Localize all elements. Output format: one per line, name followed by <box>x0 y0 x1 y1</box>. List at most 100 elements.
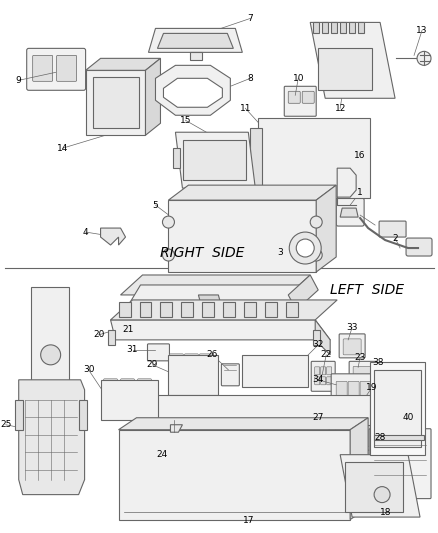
FancyBboxPatch shape <box>328 399 346 408</box>
FancyBboxPatch shape <box>57 55 77 82</box>
Text: 33: 33 <box>346 323 358 332</box>
FancyBboxPatch shape <box>359 416 370 446</box>
Text: 9: 9 <box>16 76 21 85</box>
FancyBboxPatch shape <box>331 374 377 408</box>
FancyBboxPatch shape <box>339 334 365 358</box>
Text: 28: 28 <box>374 433 386 442</box>
Polygon shape <box>19 380 85 495</box>
Polygon shape <box>313 22 319 34</box>
Polygon shape <box>170 425 183 432</box>
Polygon shape <box>85 70 145 135</box>
Polygon shape <box>169 355 219 395</box>
FancyBboxPatch shape <box>321 367 326 375</box>
FancyBboxPatch shape <box>402 374 410 385</box>
Circle shape <box>310 249 322 261</box>
FancyBboxPatch shape <box>264 161 292 177</box>
Polygon shape <box>198 295 223 310</box>
Polygon shape <box>181 302 194 318</box>
FancyBboxPatch shape <box>148 344 170 361</box>
FancyBboxPatch shape <box>285 399 303 408</box>
Text: 16: 16 <box>354 151 366 160</box>
Polygon shape <box>349 22 355 34</box>
Text: RIGHT  SIDE: RIGHT SIDE <box>160 246 245 260</box>
FancyBboxPatch shape <box>360 381 371 401</box>
FancyBboxPatch shape <box>330 143 358 159</box>
FancyBboxPatch shape <box>371 416 382 446</box>
FancyBboxPatch shape <box>181 456 198 476</box>
FancyBboxPatch shape <box>381 369 415 389</box>
FancyBboxPatch shape <box>177 449 201 477</box>
Text: 14: 14 <box>57 144 68 152</box>
FancyBboxPatch shape <box>241 399 259 408</box>
FancyBboxPatch shape <box>264 179 292 195</box>
FancyBboxPatch shape <box>311 361 335 391</box>
FancyBboxPatch shape <box>335 416 346 446</box>
FancyBboxPatch shape <box>297 161 325 177</box>
Polygon shape <box>155 66 230 115</box>
Text: 11: 11 <box>240 104 251 113</box>
FancyBboxPatch shape <box>348 381 359 401</box>
FancyBboxPatch shape <box>254 369 262 379</box>
FancyBboxPatch shape <box>353 366 373 382</box>
Polygon shape <box>374 370 421 447</box>
FancyBboxPatch shape <box>184 354 198 364</box>
FancyBboxPatch shape <box>299 359 307 369</box>
Polygon shape <box>148 28 242 52</box>
FancyBboxPatch shape <box>329 406 387 450</box>
FancyBboxPatch shape <box>336 198 364 226</box>
Text: 19: 19 <box>366 383 378 392</box>
Polygon shape <box>316 185 336 272</box>
Polygon shape <box>345 462 403 512</box>
FancyBboxPatch shape <box>315 377 320 385</box>
Circle shape <box>41 345 60 365</box>
Polygon shape <box>158 34 233 49</box>
Polygon shape <box>337 168 356 197</box>
FancyBboxPatch shape <box>130 404 149 420</box>
Polygon shape <box>78 400 87 430</box>
Text: 4: 4 <box>83 228 88 237</box>
FancyBboxPatch shape <box>27 49 85 90</box>
FancyBboxPatch shape <box>120 379 134 388</box>
FancyBboxPatch shape <box>194 361 212 375</box>
FancyBboxPatch shape <box>106 386 126 402</box>
Polygon shape <box>350 418 368 520</box>
FancyBboxPatch shape <box>221 364 239 386</box>
FancyBboxPatch shape <box>290 369 298 379</box>
FancyBboxPatch shape <box>138 379 152 388</box>
Polygon shape <box>169 185 336 200</box>
Text: 32: 32 <box>313 341 324 349</box>
Text: 31: 31 <box>127 345 138 354</box>
Text: 24: 24 <box>157 450 168 459</box>
Polygon shape <box>31 287 69 412</box>
FancyBboxPatch shape <box>130 386 149 402</box>
FancyBboxPatch shape <box>288 91 300 103</box>
FancyBboxPatch shape <box>177 209 198 266</box>
FancyBboxPatch shape <box>197 399 215 408</box>
Polygon shape <box>340 22 346 34</box>
Text: 26: 26 <box>207 350 218 359</box>
FancyBboxPatch shape <box>226 498 242 516</box>
FancyBboxPatch shape <box>330 179 358 195</box>
FancyBboxPatch shape <box>327 377 332 385</box>
Text: 3: 3 <box>277 247 283 256</box>
Polygon shape <box>160 302 173 318</box>
FancyBboxPatch shape <box>297 143 325 159</box>
Polygon shape <box>110 320 330 340</box>
Text: 17: 17 <box>243 516 254 525</box>
Text: 18: 18 <box>380 507 392 516</box>
FancyBboxPatch shape <box>327 367 332 375</box>
Polygon shape <box>288 275 318 310</box>
Text: 25: 25 <box>0 420 11 429</box>
FancyBboxPatch shape <box>349 361 377 385</box>
Polygon shape <box>173 148 180 168</box>
FancyBboxPatch shape <box>369 429 431 498</box>
FancyBboxPatch shape <box>153 399 171 408</box>
Circle shape <box>417 51 431 66</box>
FancyBboxPatch shape <box>173 379 191 393</box>
Text: 38: 38 <box>372 358 384 367</box>
Polygon shape <box>265 302 277 318</box>
Text: 1: 1 <box>357 188 363 197</box>
FancyBboxPatch shape <box>336 381 347 401</box>
Text: 5: 5 <box>152 200 159 209</box>
FancyBboxPatch shape <box>299 224 311 234</box>
